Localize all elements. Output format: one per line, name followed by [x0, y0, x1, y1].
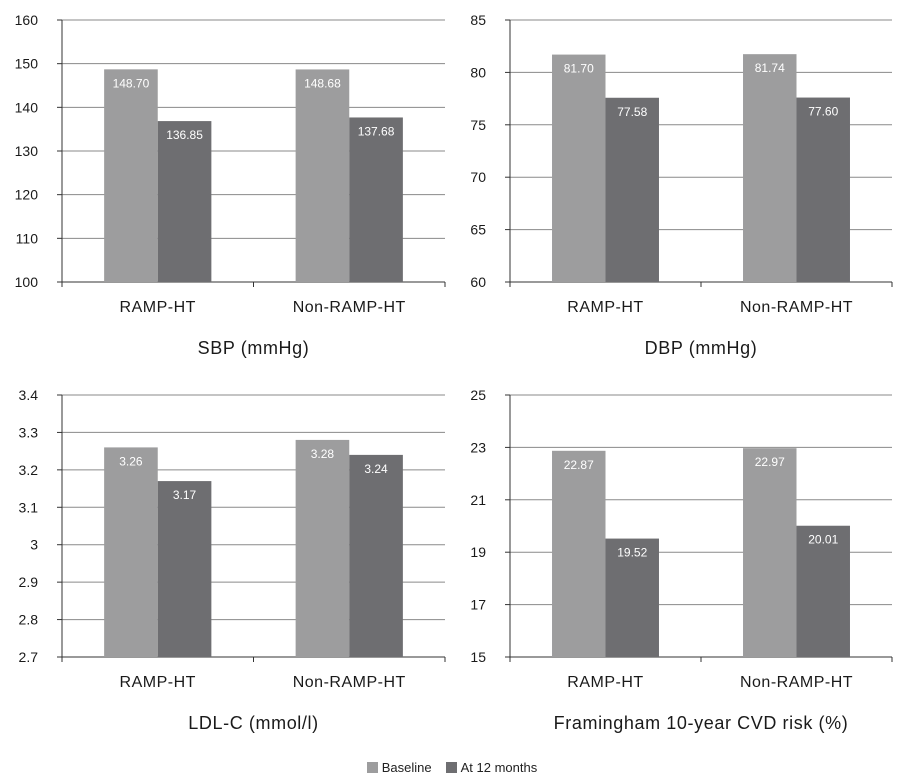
y-tick-label: 23: [470, 439, 486, 455]
data-label-at-12-months: 20.01: [808, 533, 838, 547]
y-tick-label: 100: [15, 274, 39, 290]
bar-at-12-months: [605, 97, 659, 282]
data-label-at-12-months: 77.58: [617, 105, 647, 119]
y-tick-label: 19: [470, 544, 486, 560]
bar-at-12-months: [157, 481, 212, 657]
x-category-label: Non-RAMP-HT: [740, 299, 853, 316]
y-tick-label: 2.7: [19, 649, 39, 665]
legend-item-baseline: Baseline: [366, 760, 432, 775]
data-label-baseline: 22.87: [564, 458, 594, 472]
bar-baseline: [743, 448, 797, 657]
chart-framingham-cvd-risk: 15 17 19 21 23 25 22.87 19.52 RAMP-HT 22.97 20.01 N…: [470, 387, 893, 733]
data-label-at-12-months: 3.17: [173, 488, 197, 502]
data-label-baseline: 148.70: [113, 76, 150, 90]
legend-swatch-baseline: [366, 762, 378, 773]
y-tick-label: 3.3: [19, 424, 39, 440]
y-tick-label: 60: [470, 274, 486, 290]
chart-sbp: 100 110 120 130 140 150 160 148.70 136.85 RAMP-HT…: [15, 12, 446, 358]
y-tick-label: 70: [470, 169, 486, 185]
bar-baseline: [295, 439, 350, 657]
y-tick-label: 2.9: [19, 574, 39, 590]
legend: Baseline At 12 months: [0, 760, 904, 775]
bar-at-12-months: [349, 117, 403, 283]
bar-baseline: [552, 450, 606, 657]
y-tick-label: 3.2: [19, 462, 39, 478]
x-category-label: RAMP-HT: [567, 674, 643, 691]
y-tick-label: 25: [470, 387, 486, 403]
data-label-baseline: 81.70: [564, 62, 594, 76]
legend-item-at-12-months: At 12 months: [445, 760, 538, 775]
chart-title: SBP (mmHg): [198, 338, 310, 358]
y-tick-label: 65: [470, 222, 486, 238]
y-tick-label: 140: [15, 99, 39, 115]
chart-dbp: 60 65 70 75 80 85 81.70 77.58 RAMP-HT 81.74 77.60 N…: [470, 12, 893, 358]
y-tick-label: 15: [470, 649, 486, 665]
y-tick-label: 75: [470, 117, 486, 133]
data-label-at-12-months: 19.52: [617, 546, 647, 560]
y-tick-label: 3.4: [19, 387, 39, 403]
x-category-label: RAMP-HT: [567, 299, 643, 316]
bar-baseline: [743, 54, 797, 283]
x-category-label: Non-RAMP-HT: [293, 674, 406, 691]
data-label-baseline: 148.68: [304, 76, 341, 90]
x-category-label: RAMP-HT: [120, 299, 196, 316]
legend-swatch-at-12-months: [445, 762, 457, 773]
bar-baseline: [552, 54, 606, 282]
x-category-label: Non-RAMP-HT: [740, 674, 853, 691]
y-tick-label: 120: [15, 187, 39, 203]
x-category-label: Non-RAMP-HT: [293, 299, 406, 316]
chart-ldl-c: 2.7 2.8 2.9 3 3.1 3.2 3.3 3.4 3.26 3.17 RAMP-HT 3.2…: [19, 387, 446, 733]
bar-baseline: [295, 69, 350, 282]
y-tick-label: 85: [470, 12, 486, 28]
data-label-baseline: 22.97: [755, 455, 785, 469]
data-label-at-12-months: 136.85: [166, 128, 203, 142]
data-label-at-12-months: 137.68: [358, 124, 395, 138]
data-label-baseline: 3.26: [119, 454, 143, 468]
data-label-at-12-months: 77.60: [808, 105, 838, 119]
data-label-at-12-months: 3.24: [364, 462, 388, 476]
bar-baseline: [104, 447, 158, 657]
bar-at-12-months: [157, 121, 212, 282]
legend-label-at-12-months: At 12 months: [460, 760, 538, 775]
y-tick-label: 160: [15, 12, 39, 28]
data-label-baseline: 81.74: [755, 61, 785, 75]
chart-title: Framingham 10-year CVD risk (%): [554, 713, 849, 733]
bar-at-12-months: [796, 525, 850, 657]
y-tick-label: 3: [30, 537, 38, 553]
bar-at-12-months: [605, 538, 659, 657]
bar-at-12-months: [349, 454, 403, 657]
y-tick-label: 130: [15, 143, 39, 159]
data-label-baseline: 3.28: [311, 447, 335, 461]
y-tick-label: 17: [470, 597, 486, 613]
chart-title: DBP (mmHg): [645, 338, 758, 358]
x-category-label: RAMP-HT: [120, 674, 196, 691]
legend-label-baseline: Baseline: [381, 760, 432, 775]
bar-at-12-months: [796, 97, 850, 282]
chart-title: LDL-C (mmol/l): [188, 713, 318, 733]
y-tick-label: 80: [470, 64, 486, 80]
y-tick-label: 3.1: [19, 499, 39, 515]
y-tick-label: 110: [16, 230, 39, 246]
y-tick-label: 2.8: [19, 612, 39, 628]
bar-baseline: [104, 69, 158, 283]
y-tick-label: 21: [470, 492, 486, 508]
y-tick-label: 150: [15, 56, 39, 72]
